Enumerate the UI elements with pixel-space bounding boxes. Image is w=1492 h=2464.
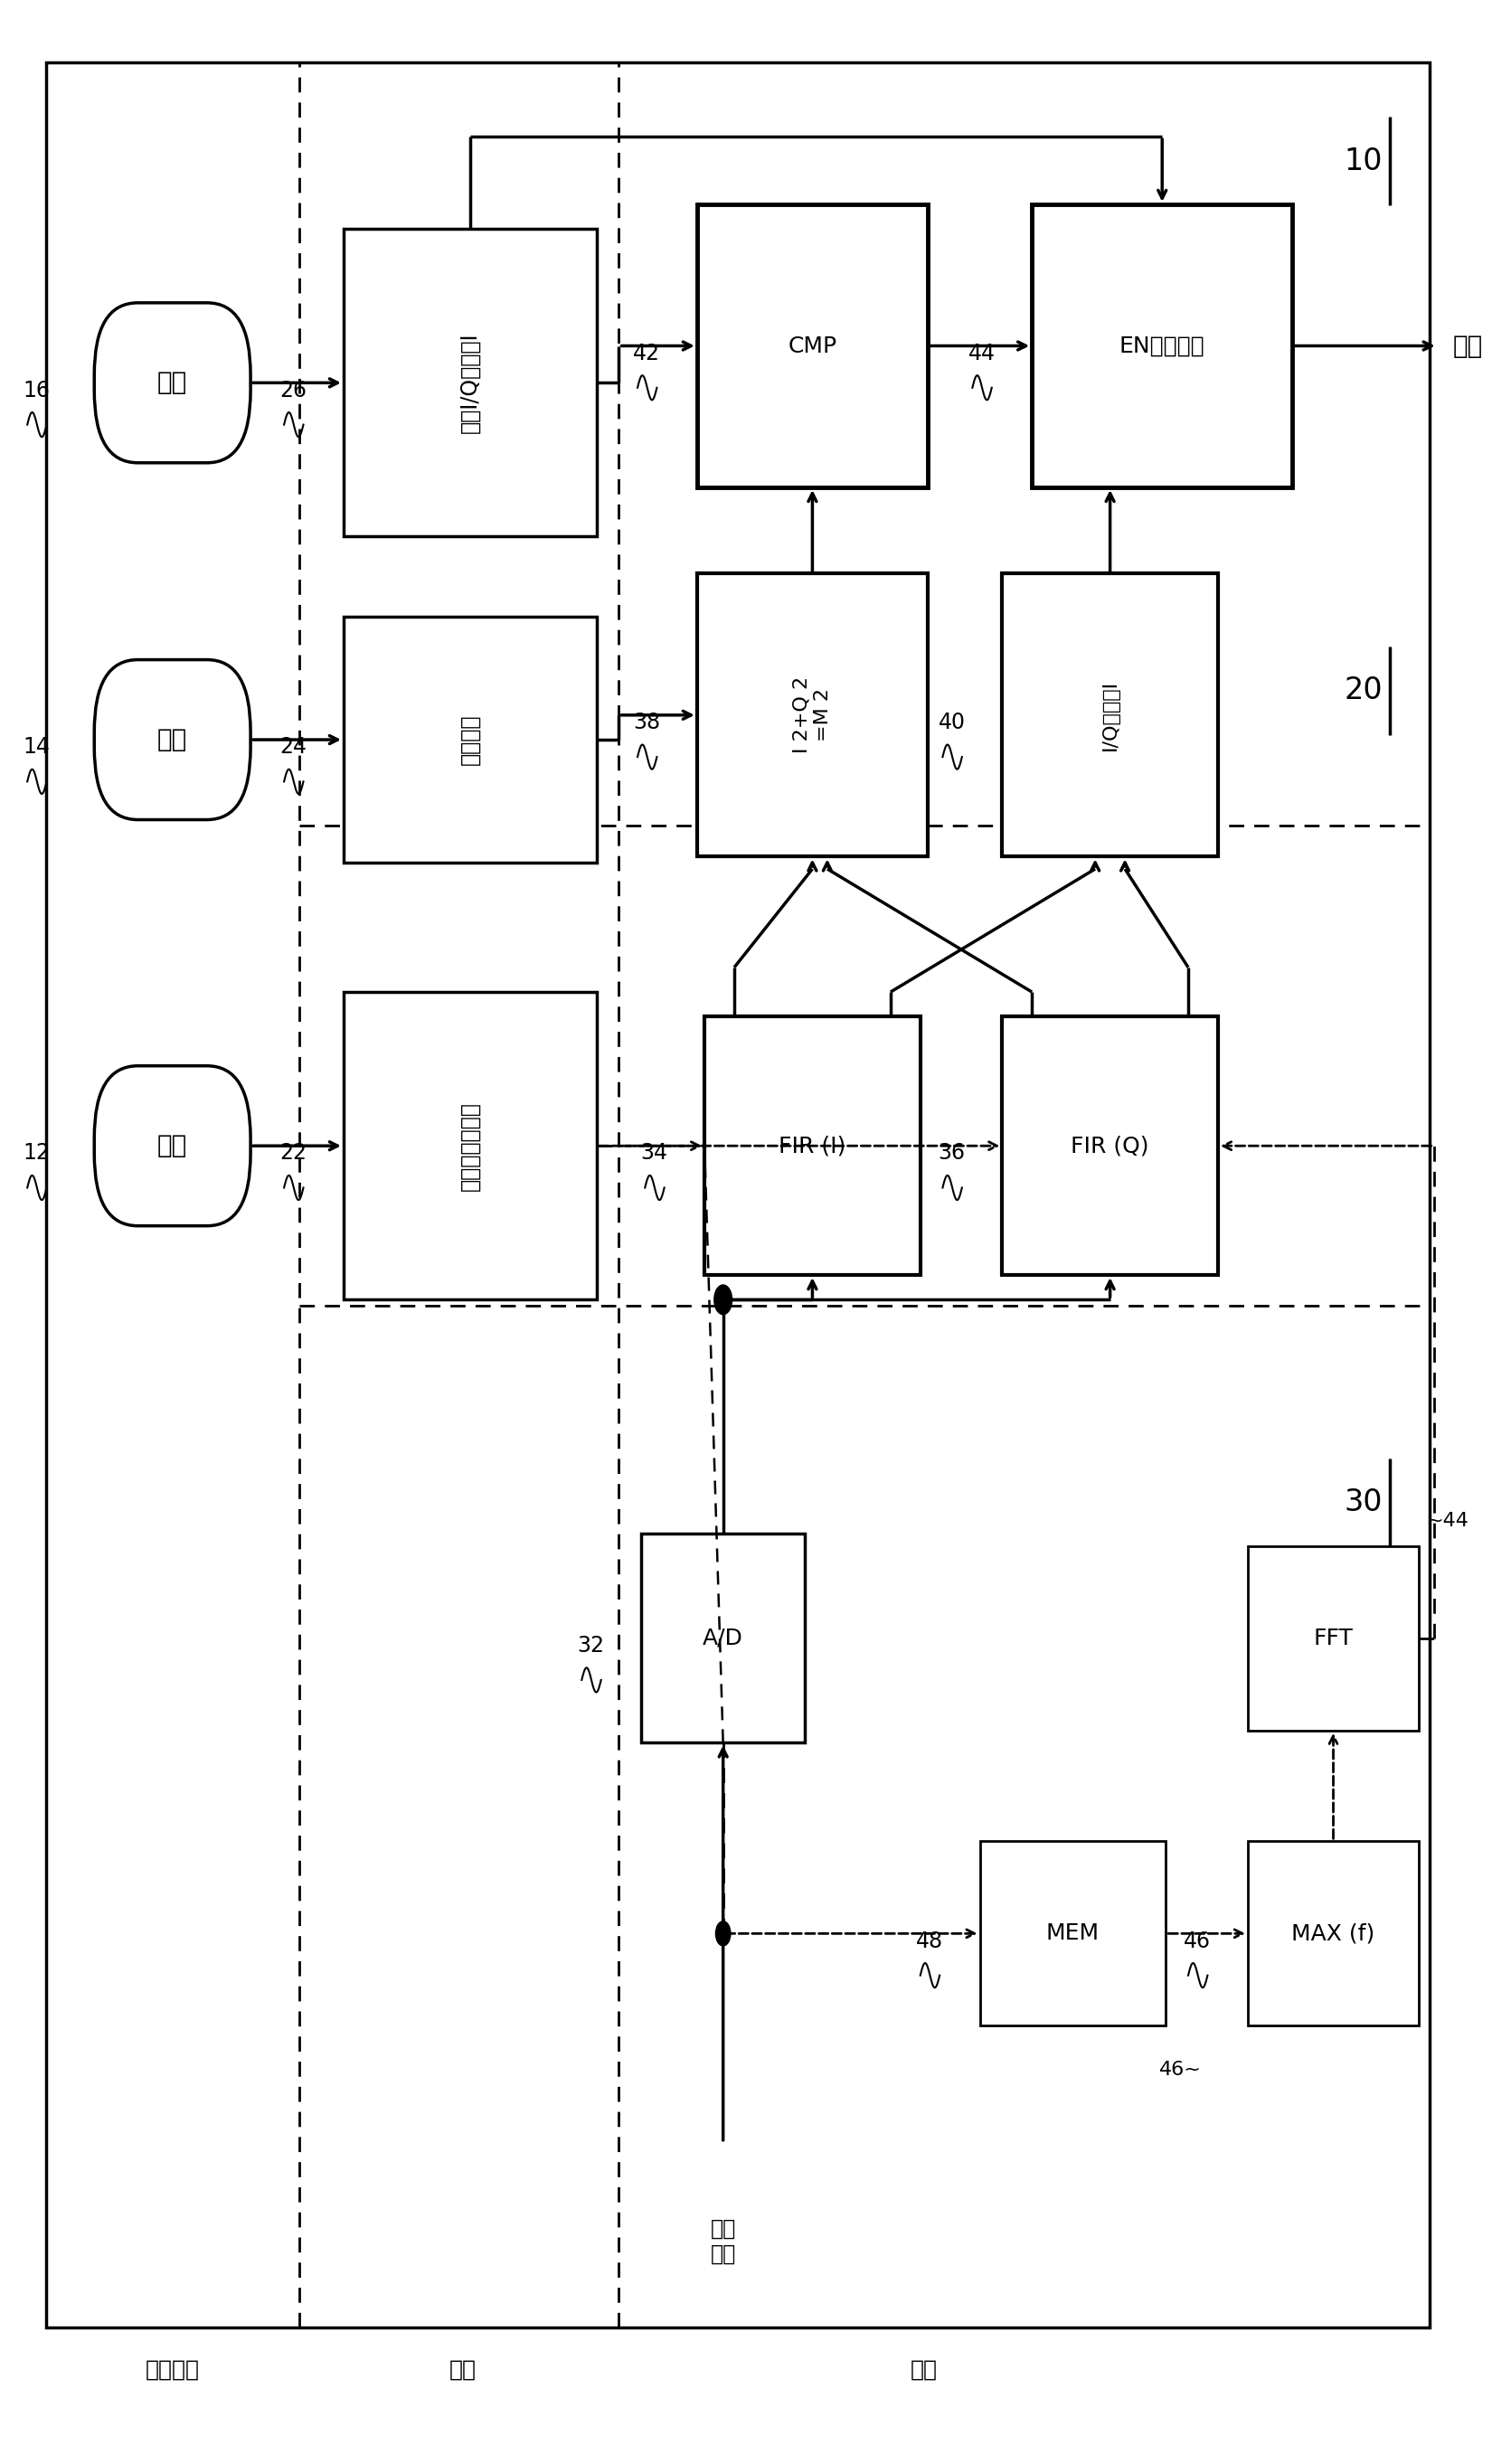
- Text: 计算I/Q和符号I: 计算I/Q和符号I: [460, 333, 480, 434]
- Bar: [343, 993, 597, 1299]
- Circle shape: [716, 1922, 731, 1947]
- Bar: [343, 616, 597, 862]
- Bar: [343, 229, 597, 537]
- Text: 44: 44: [968, 342, 995, 365]
- Text: FIR (I): FIR (I): [779, 1136, 846, 1156]
- Circle shape: [715, 1284, 733, 1313]
- Text: 信号
输入: 信号 输入: [710, 2218, 736, 2264]
- Text: 40: 40: [938, 712, 965, 734]
- FancyBboxPatch shape: [94, 1067, 251, 1227]
- Text: 34: 34: [640, 1143, 667, 1163]
- Bar: [1247, 1841, 1419, 2025]
- Text: 32: 32: [577, 1634, 604, 1656]
- Text: 14: 14: [22, 737, 49, 759]
- FancyBboxPatch shape: [94, 660, 251, 821]
- Text: 频率: 频率: [157, 1133, 188, 1158]
- Text: 阈値: 阈値: [157, 727, 188, 752]
- Text: FFT: FFT: [1313, 1626, 1353, 1648]
- Bar: [697, 205, 928, 488]
- FancyBboxPatch shape: [94, 303, 251, 463]
- Text: 触发: 触发: [1452, 333, 1483, 360]
- Text: 36: 36: [938, 1143, 965, 1163]
- Bar: [980, 1841, 1165, 2025]
- Bar: [1003, 1018, 1217, 1274]
- Text: I/Q和符号I: I/Q和符号I: [1101, 680, 1119, 752]
- Text: 相位: 相位: [157, 370, 188, 394]
- Text: 16: 16: [22, 379, 49, 402]
- Bar: [1247, 1545, 1419, 1730]
- Text: 26: 26: [279, 379, 307, 402]
- Text: MEM: MEM: [1046, 1922, 1100, 1944]
- Text: 30: 30: [1344, 1488, 1382, 1518]
- Text: MAX (f): MAX (f): [1292, 1922, 1376, 1944]
- Text: 48: 48: [916, 1929, 943, 1951]
- Bar: [697, 574, 928, 857]
- Text: 46: 46: [1183, 1929, 1212, 1951]
- Text: 信号: 信号: [910, 2358, 937, 2380]
- Bar: [704, 1018, 921, 1274]
- Text: I 2+Q 2
=M 2: I 2+Q 2 =M 2: [792, 678, 833, 754]
- Bar: [642, 1533, 806, 1742]
- Text: A/D: A/D: [703, 1626, 743, 1648]
- Text: 46~: 46~: [1159, 2060, 1203, 2080]
- Text: 计算滤波器系数: 计算滤波器系数: [460, 1101, 480, 1190]
- Text: 20: 20: [1344, 675, 1383, 705]
- Bar: [1032, 205, 1292, 488]
- Bar: [1003, 574, 1217, 857]
- Text: FIR (Q): FIR (Q): [1071, 1136, 1149, 1156]
- Text: 24: 24: [279, 737, 307, 759]
- Text: 12: 12: [22, 1143, 49, 1163]
- Text: 10: 10: [1344, 145, 1382, 175]
- Text: 平方阈値: 平方阈値: [460, 715, 480, 766]
- Text: ~44: ~44: [1426, 1513, 1468, 1530]
- Text: CMP: CMP: [788, 335, 837, 357]
- Text: EN交叉时间: EN交叉时间: [1119, 335, 1206, 357]
- Text: 用户输入: 用户输入: [145, 2358, 200, 2380]
- Text: 42: 42: [633, 342, 659, 365]
- Text: 38: 38: [633, 712, 661, 734]
- Text: 设置: 设置: [449, 2358, 476, 2380]
- Text: 22: 22: [279, 1143, 307, 1163]
